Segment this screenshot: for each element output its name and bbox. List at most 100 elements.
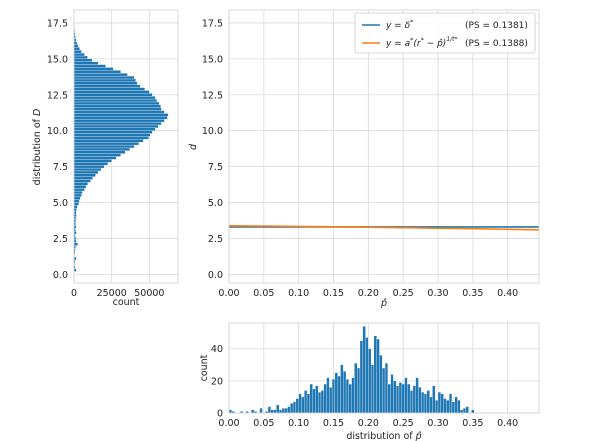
- bottom-y-tick-label: 20: [211, 376, 223, 387]
- bottom-histogram-bar: [396, 385, 400, 414]
- bottom-histogram-bar: [401, 383, 405, 414]
- bottom-histogram-bar: [451, 401, 455, 414]
- bottom-histogram-bar: [462, 408, 467, 414]
- bottom-histogram-bar: [412, 385, 416, 414]
- left-histogram-bar: [73, 139, 144, 143]
- left-y-tick-labels: 0.0 2.5 5.0 7.5 10.0 12.5 15.0 17.5: [47, 18, 68, 280]
- main-y-tick-label: 5.0: [208, 198, 223, 209]
- left-histogram-bar: [73, 75, 135, 80]
- left-y-tick-label: 17.5: [47, 18, 68, 29]
- left-histogram-bar: [73, 144, 135, 149]
- left-histogram-bar: [73, 124, 159, 128]
- main-x-tick-labels: 0.00 0.05 0.10 0.15 0.20 0.25 0.30 0.35 0.40: [218, 288, 518, 299]
- left-histogram-bar: [73, 130, 153, 134]
- left-histogram-bar: [73, 61, 99, 65]
- left-y-label: distribution of D: [32, 109, 43, 186]
- left-y-tick-label: 10.0: [47, 126, 68, 137]
- left-histogram-bar: [73, 96, 156, 100]
- left-histogram-bar: [73, 156, 117, 160]
- main-x-tick-label: 0.15: [323, 288, 344, 299]
- bottom-histogram-bar: [423, 393, 427, 414]
- left-histogram-bar: [73, 147, 130, 151]
- bottom-histogram-bar: [437, 391, 441, 414]
- bottom-histogram-bar: [373, 335, 377, 414]
- left-histogram-bar: [73, 150, 126, 154]
- bottom-x-label: distribution of p̂: [346, 431, 422, 441]
- left-histogram-bar: [73, 87, 145, 91]
- bottom-histogram-bar: [309, 383, 313, 414]
- bottom-histogram-bar: [295, 398, 299, 414]
- bottom-histogram-bar: [337, 375, 341, 414]
- bottom-y-tick-label: 0: [217, 409, 223, 420]
- main-x-tick-label: 0.20: [358, 288, 379, 299]
- main-x-tick-label: 0.10: [288, 288, 309, 299]
- bottom-histogram-bar: [331, 379, 336, 414]
- bottom-histogram-bar: [398, 382, 402, 414]
- bottom-histogram-bar: [251, 409, 255, 414]
- left-histogram-bar: [73, 196, 81, 200]
- bottom-histogram-bar: [329, 387, 333, 414]
- bottom-histogram-bar: [365, 337, 369, 414]
- left-histogram-bar: [73, 113, 169, 117]
- bottom-histogram-bar: [343, 371, 347, 414]
- left-x-label: count: [113, 297, 140, 308]
- left-histogram-bar: [73, 84, 141, 88]
- left-y-tick-label: 5.0: [53, 198, 68, 209]
- left-x-tick-label: 25000: [97, 288, 127, 299]
- bottom-histogram-bar: [448, 393, 453, 414]
- left-histogram-bar: [73, 190, 83, 195]
- bottom-histogram-bar: [440, 393, 444, 414]
- legend-label-series-1: y = δ*: [385, 18, 414, 31]
- bottom-histogram-bar: [276, 404, 280, 414]
- bottom-histogram-bar: [345, 379, 349, 414]
- bottom-histogram-bar: [426, 390, 430, 414]
- bottom-histogram-bar: [390, 374, 394, 414]
- bottom-histogram-bar: [359, 340, 363, 414]
- bottom-histogram-bars: [228, 326, 475, 414]
- main-y-tick-label: 0.0: [208, 270, 223, 281]
- left-histogram-bar: [73, 142, 139, 146]
- bottom-x-tick-labels: 0.00 0.05 0.10 0.15 0.20 0.25 0.30 0.35 0.40: [218, 418, 518, 429]
- left-y-tick-label: 7.5: [53, 162, 68, 173]
- bottom-histogram-bar: [421, 391, 425, 414]
- bottom-histogram-bar: [382, 367, 386, 414]
- main-x-tick-label: 0.40: [497, 288, 518, 299]
- left-histogram-bar: [73, 121, 162, 126]
- left-histogram-bar: [73, 165, 105, 169]
- bottom-histogram-bar: [370, 364, 375, 414]
- left-histogram-bar: [73, 78, 136, 82]
- bottom-histogram-bar: [267, 406, 271, 414]
- bottom-histogram-bar: [334, 372, 338, 414]
- bottom-histogram-bar: [357, 367, 361, 414]
- left-histogram-bar: [73, 52, 85, 57]
- main-series: [228, 225, 540, 231]
- main-y-tick-label: 17.5: [202, 18, 223, 29]
- bottom-x-tick-label: 0.25: [393, 418, 414, 429]
- legend-box: [354, 12, 536, 54]
- bottom-histogram-bar: [301, 396, 305, 414]
- left-histogram-bar: [73, 55, 88, 59]
- bottom-histogram-bar: [323, 383, 327, 414]
- left-histogram-bar: [73, 179, 91, 183]
- legend-label-series-2: y = a*(r* − p̂)1/t*: [385, 36, 458, 49]
- bottom-histogram-bar: [432, 385, 436, 414]
- bottom-histogram-bar: [465, 406, 469, 414]
- left-histogram-bar: [73, 193, 82, 197]
- bottom-histogram-bar: [273, 409, 277, 414]
- left-histogram-bar: [73, 202, 79, 206]
- bottom-x-tick-label: 0.20: [358, 418, 379, 429]
- main-x-tick-label: 0.35: [462, 288, 483, 299]
- left-histogram-bar: [73, 70, 121, 74]
- bottom-histogram-bar: [348, 383, 352, 414]
- main-y-tick-labels: 0.0 2.5 5.0 7.5 10.0 12.5 15.0 17.5: [202, 18, 223, 280]
- bottom-x-tick-label: 0.40: [497, 418, 518, 429]
- bottom-x-tick-label: 0.00: [218, 418, 239, 429]
- bottom-histogram-bar: [454, 396, 458, 414]
- bottom-histogram-bar: [312, 388, 316, 414]
- left-histogram-bar: [73, 101, 160, 105]
- left-y-tick-label: 12.5: [47, 90, 68, 101]
- main-y-tick-label: 10.0: [202, 126, 223, 137]
- bottom-histogram-bar: [407, 383, 411, 414]
- bottom-histogram-bar: [387, 383, 391, 414]
